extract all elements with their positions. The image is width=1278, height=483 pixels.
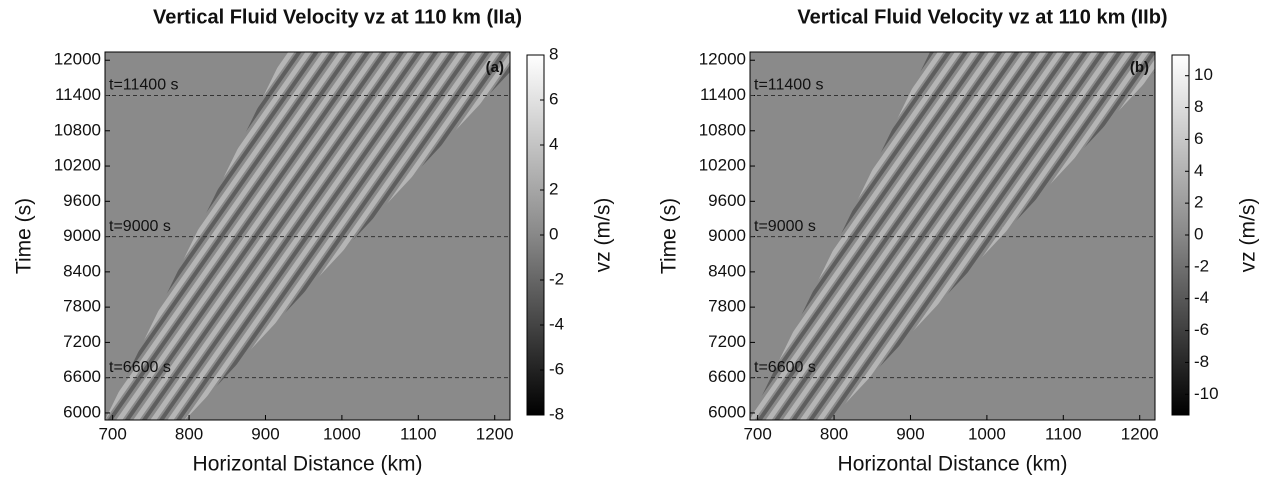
colorbar-tick-label: 4 xyxy=(1194,161,1203,180)
colorbar-tick-label: 0 xyxy=(549,224,558,243)
annotation: t=9000 s xyxy=(109,218,171,235)
x-axis-label: Horizontal Distance (km) xyxy=(193,453,423,476)
x-axis-label: Horizontal Distance (km) xyxy=(838,453,1068,476)
y-tick-label: 7800 xyxy=(708,297,746,316)
plot-frame xyxy=(104,51,511,421)
annotation: t=9000 s xyxy=(754,218,816,235)
chart-title: Vertical Fluid Velocity vz at 110 km (II… xyxy=(153,6,522,28)
chart-title: Vertical Fluid Velocity vz at 110 km (II… xyxy=(797,6,1167,28)
colorbar-tick-label: 8 xyxy=(549,44,558,63)
colorbar-tick-label: -4 xyxy=(1194,288,1209,307)
colorbar-tick-label: 4 xyxy=(549,134,558,153)
x-tick-label: 700 xyxy=(98,424,126,443)
x-tick-label: 1000 xyxy=(323,424,361,443)
colorbar-tick-label: 10 xyxy=(1194,65,1213,84)
colorbar-tick-label: -10 xyxy=(1194,384,1219,403)
y-tick-label: 10800 xyxy=(54,120,101,139)
y-tick-label: 10800 xyxy=(699,120,746,139)
colorbar-tick-label: 6 xyxy=(549,89,558,108)
y-tick-label: 8400 xyxy=(63,261,101,280)
annotation: t=11400 s xyxy=(754,77,824,94)
annotation: t=11400 s xyxy=(109,77,179,94)
y-tick-label: 7800 xyxy=(63,297,101,316)
x-tick-label: 700 xyxy=(743,424,771,443)
colorbar-tick-label: -8 xyxy=(549,404,564,423)
x-tick-label: 1100 xyxy=(400,424,437,443)
y-tick-label: 10200 xyxy=(54,156,101,175)
y-axis-label: Time (s) xyxy=(658,198,681,274)
y-tick-label: 6000 xyxy=(63,402,101,421)
colorbar-tick-label: -6 xyxy=(549,359,564,378)
y-tick-label: 10200 xyxy=(699,156,746,175)
annotation: t=6600 s xyxy=(109,359,171,376)
y-tick-label: 9600 xyxy=(63,191,101,210)
x-tick-label: 900 xyxy=(896,424,924,443)
x-tick-label: 1100 xyxy=(1045,424,1082,443)
colorbar-tick-label: 0 xyxy=(1194,224,1203,243)
panel-label: (b) xyxy=(1130,59,1149,76)
y-tick-label: 9000 xyxy=(63,226,101,245)
x-tick-label: 800 xyxy=(175,424,203,443)
x-tick-label: 1000 xyxy=(968,424,1006,443)
y-tick-label: 8400 xyxy=(708,261,746,280)
colorbar-label: vz (m/s) xyxy=(1237,198,1260,273)
y-tick-label: 12000 xyxy=(699,50,746,69)
y-tick-label: 6000 xyxy=(708,402,746,421)
colorbar-tick-label: -6 xyxy=(1194,320,1209,339)
y-tick-label: 12000 xyxy=(54,50,101,69)
y-tick-label: 7200 xyxy=(63,332,101,351)
colorbar-tick-label: 2 xyxy=(1194,193,1203,212)
y-tick-label: 7200 xyxy=(708,332,746,351)
y-tick-label: 9000 xyxy=(708,226,746,245)
colorbar-tick-label: -8 xyxy=(1194,352,1209,371)
colorbar-tick-label: -2 xyxy=(1194,256,1209,275)
colorbar-label: vz (m/s) xyxy=(592,198,615,273)
y-axis-label: Time (s) xyxy=(13,198,36,274)
colorbar-tick-label: 2 xyxy=(549,179,558,198)
x-tick-label: 1200 xyxy=(1121,424,1159,443)
y-tick-label: 6600 xyxy=(708,367,746,386)
colorbar-tick-label: 8 xyxy=(1194,97,1203,116)
y-tick-label: 9600 xyxy=(708,191,746,210)
x-tick-label: 1200 xyxy=(476,424,514,443)
colorbar-tick-label: -4 xyxy=(549,314,564,333)
x-tick-label: 800 xyxy=(820,424,848,443)
annotation: t=6600 s xyxy=(754,359,816,376)
panel-label: (a) xyxy=(486,59,504,76)
y-tick-label: 6600 xyxy=(63,367,101,386)
y-tick-label: 11400 xyxy=(700,85,746,104)
colorbar-tick-label: 6 xyxy=(1194,129,1203,148)
y-tick-label: 11400 xyxy=(55,85,101,104)
plot-frame xyxy=(749,51,1156,421)
colorbar-tick-label: -2 xyxy=(549,269,564,288)
x-tick-label: 900 xyxy=(251,424,279,443)
